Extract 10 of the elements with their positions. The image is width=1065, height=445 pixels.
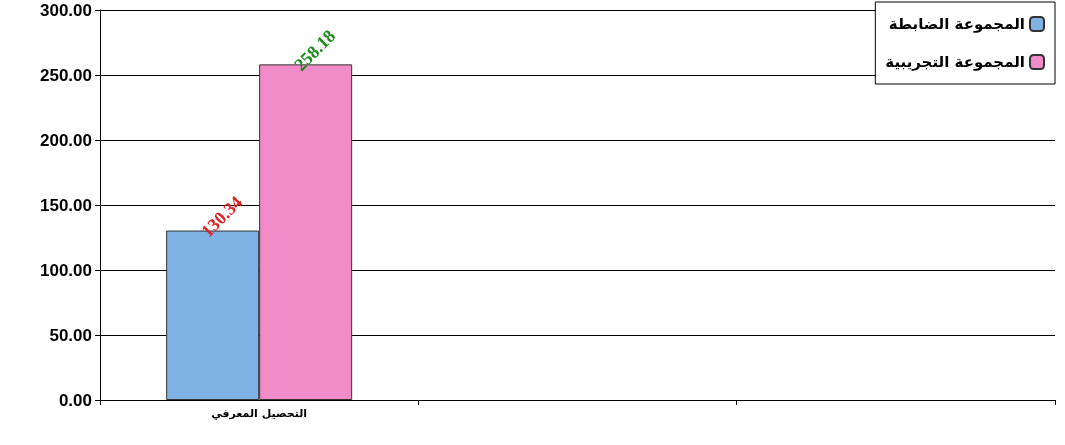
y-tick-label: 50.00 [49,325,92,345]
y-tick-label: 300.00 [40,0,92,20]
legend-label: المجموعة التجريبية [885,53,1025,71]
y-tick-label: 100.00 [40,260,92,280]
y-tick-label: 0.00 [58,390,92,410]
legend-label: المجموعة الضابطة [888,15,1025,33]
y-tick-label: 150.00 [40,195,92,215]
x-tick-label: التحصيل المعرفي [211,407,308,420]
y-tick-label: 200.00 [40,130,92,150]
y-tick-label: 250.00 [40,65,92,85]
